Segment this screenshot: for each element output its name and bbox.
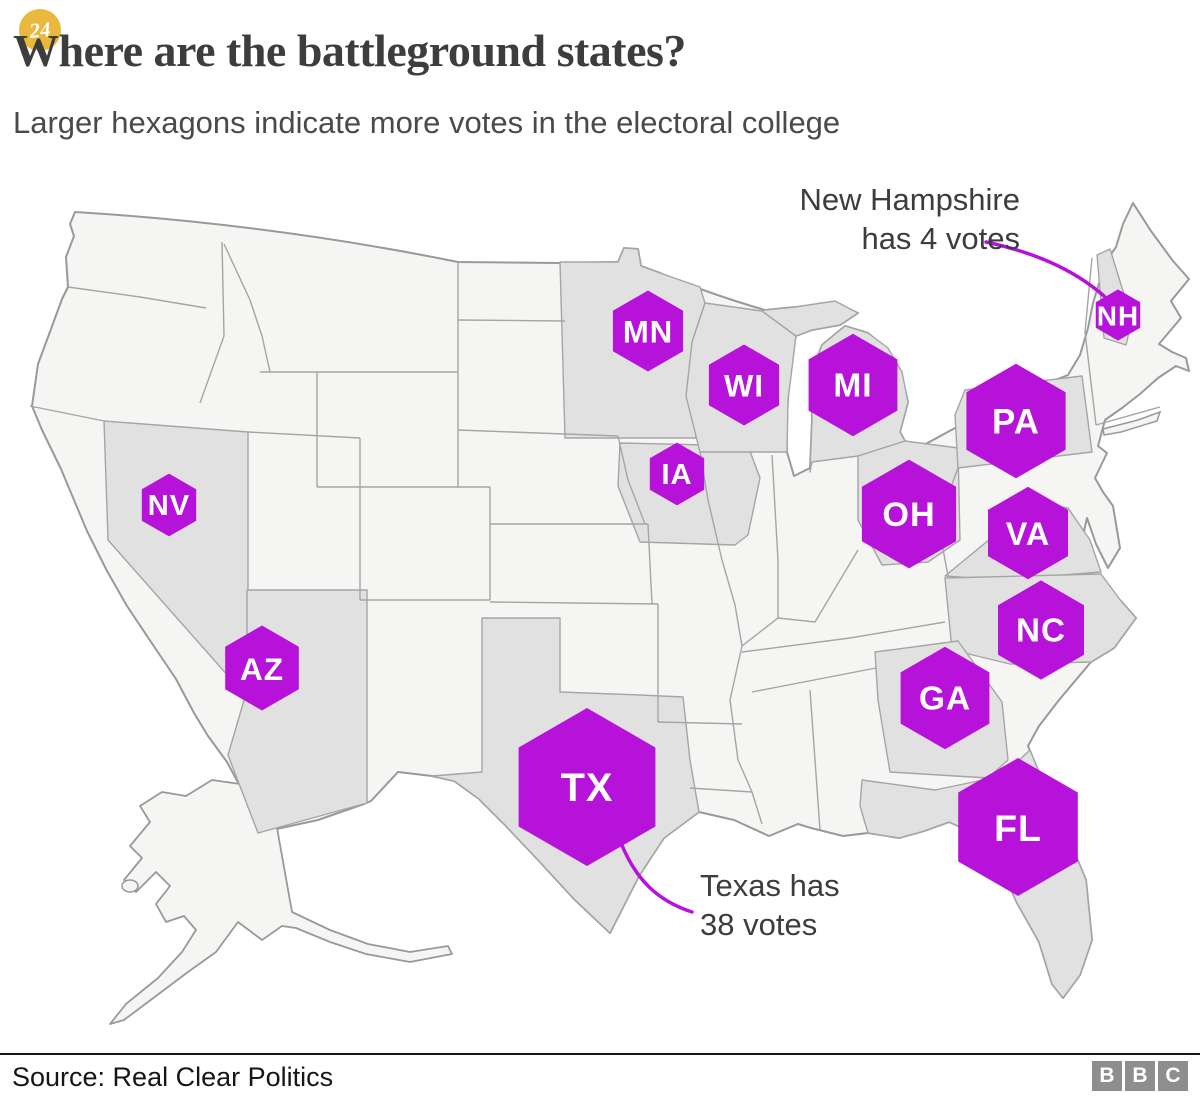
- state-hexagon-mn: MN: [612, 290, 684, 372]
- state-border-line: [67, 286, 207, 309]
- state-hexagon-az: AZ: [225, 625, 299, 711]
- hexagon-shape: [518, 708, 656, 866]
- state-border-line: [29, 405, 105, 422]
- state-hexagon-va: VA: [988, 486, 1068, 580]
- state-hexagon-nc: NC: [998, 580, 1084, 680]
- page-title: Where are the battleground states?: [13, 25, 686, 76]
- state-border-line: [657, 721, 743, 725]
- footer-divider: [0, 1053, 1200, 1097]
- hexagon-label: PA: [992, 403, 1040, 442]
- state-hexagon-nv: NV: [141, 473, 197, 537]
- hexagon-shape: [808, 333, 898, 437]
- annotation-texas: Texas has 38 votes: [700, 866, 1000, 944]
- hexagon-label: NH: [1097, 301, 1139, 332]
- callout-lines: [619, 240, 1106, 914]
- state-border-line: [1095, 406, 1161, 426]
- callout-line-nh: [984, 240, 1106, 298]
- source-text: Source: Real Clear Politics: [12, 1062, 334, 1092]
- hexagon-label: OH: [882, 496, 935, 534]
- annotation-line: New Hampshire: [799, 182, 1020, 217]
- state-border-line: [457, 319, 566, 322]
- long-island: [1102, 410, 1162, 436]
- hexagon-label: NV: [148, 490, 190, 522]
- hexagon-label: AZ: [240, 651, 284, 687]
- hexagon-label: VA: [1006, 516, 1051, 552]
- bbc-logo: B B C: [1092, 1061, 1188, 1091]
- state-hexagon-ia: IA: [649, 442, 705, 506]
- state-border-line: [457, 429, 619, 437]
- hexagon-shape: [141, 473, 197, 537]
- state-border-line: [647, 523, 653, 605]
- annotation-line: Texas has: [700, 868, 840, 903]
- callout-line-tx: [619, 841, 694, 914]
- state-hexagon-nh: NH: [1095, 289, 1141, 341]
- state-hexagon-wi: WI: [708, 344, 780, 426]
- state-shape-az: [227, 589, 368, 834]
- hexagon-label: MI: [833, 368, 872, 405]
- hexagon-shape: [958, 758, 1078, 896]
- state-hexagon-mi: MI: [808, 333, 898, 437]
- alaska-outline: [109, 765, 453, 1025]
- hexagon-shape: [998, 580, 1084, 680]
- alaska-island: [121, 879, 139, 893]
- state-border-line: [489, 601, 659, 605]
- hexagon-label: GA: [919, 681, 971, 718]
- hexagon-shape: [1095, 289, 1141, 341]
- state-border-line: [689, 787, 753, 793]
- state-border-line: [741, 621, 946, 653]
- state-border-line: [199, 241, 225, 404]
- state-border-line: [223, 243, 271, 373]
- state-shape-mi: [761, 300, 859, 337]
- page-subtitle: Larger hexagons indicate more votes in t…: [13, 105, 841, 140]
- state-hexagon-pa: PA: [966, 363, 1066, 479]
- annotation-line: 38 votes: [700, 907, 818, 943]
- state-border-line: [777, 549, 859, 623]
- state-border-line: [617, 435, 646, 525]
- hexagon-shape: [861, 459, 957, 569]
- hexagon-shape: [225, 625, 299, 711]
- state-border-line: [247, 431, 361, 439]
- bbc-logo-letter: B: [1125, 1061, 1155, 1091]
- state-hexagon-ga: GA: [900, 646, 990, 750]
- hexagon-shape: [708, 344, 780, 426]
- hexagon-shape: [649, 442, 705, 506]
- hexagon-label: NC: [1016, 613, 1066, 650]
- state-hexagon-oh: OH: [861, 459, 957, 569]
- hexagon-shape: [900, 646, 990, 750]
- hexagon-label: FL: [994, 807, 1042, 849]
- state-border-line: [741, 617, 779, 647]
- state-hexagon-tx: TX: [518, 708, 656, 866]
- state-border-line: [809, 689, 821, 831]
- state-border-line: [751, 667, 877, 693]
- state-border-line: [771, 454, 779, 618]
- bbc-logo-letter: B: [1092, 1061, 1122, 1091]
- state-border-line: [729, 645, 763, 825]
- hexagon-shape: [966, 363, 1066, 479]
- bbc-logo-letter: C: [1158, 1061, 1188, 1091]
- hexagon-label: IA: [661, 459, 692, 491]
- hexagon-label: MN: [623, 315, 673, 350]
- state-border-line: [699, 451, 743, 647]
- annotation-new-hampshire: New Hampshire has 4 votes: [660, 180, 1020, 258]
- hexagon-shape: [612, 290, 684, 372]
- annotation-line: has 4 votes: [861, 221, 1020, 257]
- state-hexagon-fl: FL: [958, 758, 1078, 896]
- hexagon-label: WI: [724, 369, 764, 404]
- state-hexagons: NV AZ TX MN IA WI MI OH PA NH VA NC GA FL: [141, 289, 1141, 896]
- hexagon-shape: [988, 486, 1068, 580]
- hexagon-label: TX: [561, 766, 614, 810]
